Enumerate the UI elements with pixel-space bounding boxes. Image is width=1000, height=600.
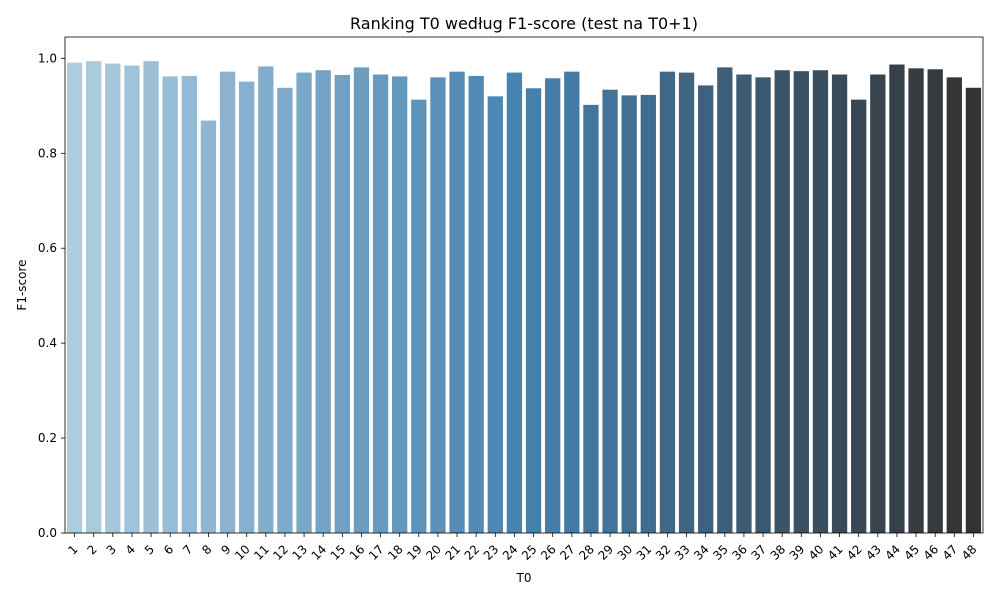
bar-41 — [831, 74, 848, 533]
bar-3 — [105, 63, 121, 533]
bar-43 — [870, 74, 886, 533]
bar-24 — [506, 72, 523, 533]
bars-group — [66, 61, 982, 534]
bar-27 — [564, 71, 580, 534]
bar-46 — [927, 69, 943, 533]
bar-8 — [200, 120, 217, 533]
y-axis-label: F1-score — [15, 259, 29, 310]
bar-11 — [258, 66, 274, 534]
bar-26 — [545, 78, 561, 533]
bar-23 — [487, 96, 503, 533]
bar-35 — [717, 67, 733, 533]
y-tick-label: 0.2 — [38, 431, 57, 445]
bar-48 — [965, 87, 982, 533]
bar-42 — [851, 99, 867, 534]
bar-28 — [583, 104, 599, 534]
bar-36 — [736, 74, 752, 533]
bar-17 — [372, 74, 389, 533]
bar-12 — [277, 87, 293, 533]
bar-40 — [812, 70, 829, 533]
x-axis-label: T0 — [516, 571, 532, 585]
y-tick-label: 0.8 — [38, 146, 57, 160]
bar-34 — [698, 85, 714, 533]
bar-5 — [143, 61, 159, 534]
bar-9 — [219, 71, 236, 534]
bar-37 — [755, 77, 771, 533]
plot-frame — [64, 36, 984, 534]
bar-29 — [602, 89, 618, 533]
bar-10 — [239, 81, 255, 534]
y-tick-label: 0.0 — [38, 526, 57, 540]
bar-30 — [621, 95, 637, 533]
chart-title: Ranking T0 według F1-score (test na T0+1… — [350, 14, 698, 33]
bar-2 — [86, 61, 102, 534]
bar-19 — [411, 99, 427, 534]
bar-47 — [946, 77, 962, 533]
bar-25 — [525, 88, 542, 533]
bar-7 — [181, 75, 197, 534]
bar-16 — [353, 67, 370, 533]
bar-33 — [678, 72, 695, 533]
bar-21 — [449, 71, 465, 534]
bar-4 — [124, 65, 140, 533]
bar-22 — [468, 75, 484, 534]
bar-14 — [315, 70, 331, 533]
bar-6 — [162, 76, 178, 534]
y-axis-ticks: 0.0 0.2 0.4 0.6 0.8 1.0 — [38, 51, 65, 540]
bar-38 — [774, 70, 790, 533]
y-tick-label: 0.6 — [38, 241, 57, 255]
bar-18 — [392, 76, 408, 534]
bar-32 — [659, 71, 676, 534]
bar-13 — [296, 72, 312, 533]
bar-1 — [66, 62, 83, 533]
bar-31 — [640, 94, 656, 533]
bar-20 — [430, 77, 446, 533]
bar-39 — [793, 71, 809, 534]
y-tick-label: 0.4 — [38, 336, 57, 350]
y-tick-label: 1.0 — [38, 51, 57, 65]
bar-45 — [908, 68, 924, 533]
bar-15 — [334, 74, 350, 533]
bar-44 — [889, 64, 905, 533]
